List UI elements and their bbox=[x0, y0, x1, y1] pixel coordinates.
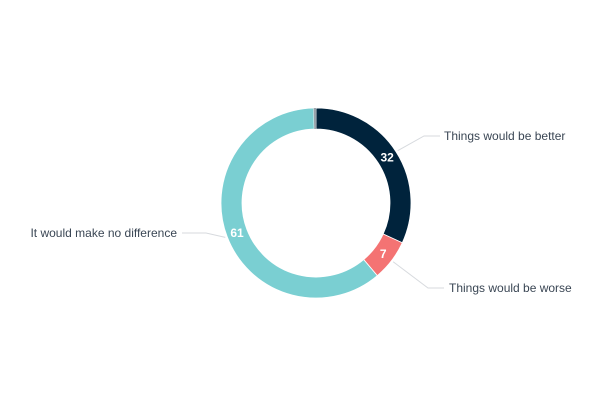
label-no-difference: It would make no difference bbox=[30, 226, 177, 240]
label-things-would-be-better: Things would be better bbox=[444, 129, 565, 143]
leader-line-2 bbox=[182, 232, 226, 238]
label-things-would-be-worse: Things would be worse bbox=[449, 281, 572, 295]
slice-value-2: 61 bbox=[230, 226, 244, 240]
slice-remainder bbox=[313, 108, 316, 130]
leader-lines bbox=[182, 135, 444, 289]
leader-line-0 bbox=[397, 135, 440, 152]
slice-things-would-be-better bbox=[315, 107, 412, 244]
slice-value-0: 32 bbox=[380, 150, 394, 164]
slice-value-labels: 32 7 61 bbox=[230, 150, 394, 261]
slice-value-1: 7 bbox=[380, 247, 387, 261]
slice-no-difference bbox=[220, 107, 378, 299]
leader-line-1 bbox=[392, 261, 444, 289]
donut-slices bbox=[220, 107, 412, 299]
